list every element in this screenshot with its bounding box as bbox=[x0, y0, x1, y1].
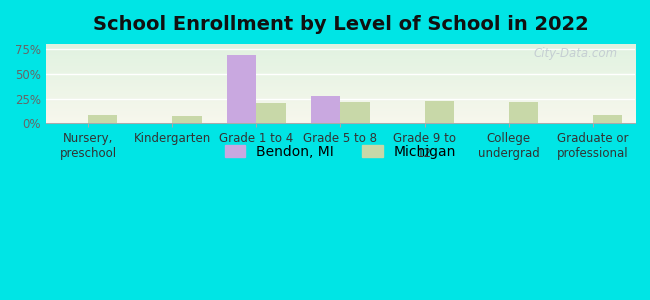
Legend: Bendon, MI, Michigan: Bendon, MI, Michigan bbox=[219, 139, 462, 164]
Bar bbox=[172, 116, 202, 123]
Bar bbox=[509, 103, 538, 123]
Text: City-Data.com: City-Data.com bbox=[533, 47, 618, 60]
Title: School Enrollment by Level of School in 2022: School Enrollment by Level of School in … bbox=[92, 15, 588, 34]
Bar bbox=[593, 116, 623, 123]
Bar bbox=[424, 101, 454, 123]
Bar bbox=[256, 103, 286, 123]
Bar bbox=[88, 116, 118, 123]
Bar bbox=[341, 103, 370, 123]
Bar bbox=[227, 55, 256, 123]
Bar bbox=[311, 95, 341, 123]
